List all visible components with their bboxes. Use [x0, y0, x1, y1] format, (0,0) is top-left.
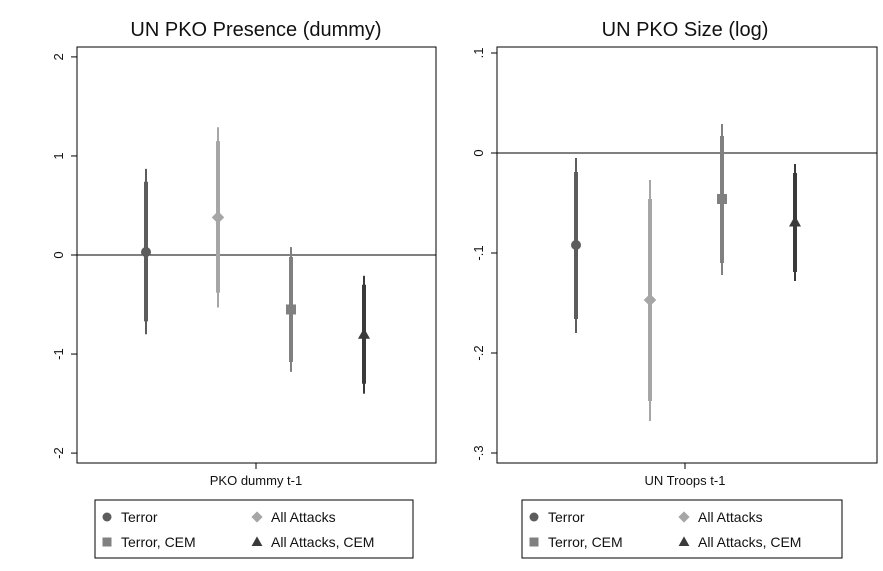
y-tick-label: -.2	[471, 345, 486, 360]
legend-label-terror: Terror	[548, 509, 585, 525]
chart-svg-presence: UN PKO Presence (dummy) 2 1 0 -1 -2 PKO dumm…	[51, 19, 437, 559]
y-tick-label: -.3	[471, 445, 486, 460]
point-estimate-terror	[141, 247, 151, 258]
legend-box	[94, 499, 414, 559]
legend-label-all-attacks-cem: All Attacks, CEM	[698, 534, 801, 550]
y-tick-label: -1	[51, 348, 66, 360]
legend: Terror All Attacks Terror, CEM All Attacks,…	[102, 509, 374, 550]
y-tick-label: 0	[51, 251, 66, 258]
legend-marker-all-attacks-cem	[251, 536, 263, 547]
point-estimate-terror	[571, 240, 581, 250]
y-tick-label: 1	[51, 152, 66, 159]
legend-marker-terror	[102, 512, 112, 522]
coefficient-marks	[571, 124, 801, 421]
legend: Terror All Attacks Terror, CEM All Attacks,…	[529, 509, 801, 550]
legend-marker-all-attacks	[251, 511, 263, 523]
point-estimate-all-attacks	[211, 211, 225, 224]
point-estimate-all-attacks	[643, 293, 657, 307]
legend-marker-all-attacks	[678, 511, 690, 523]
point-estimate-all-attacks-cem	[358, 327, 370, 339]
chart-title: UN PKO Presence (dummy)	[130, 19, 381, 41]
legend-marker-terror-cem	[102, 537, 112, 547]
plot-frame	[496, 46, 878, 464]
point-estimate-terror-cem	[717, 194, 727, 204]
legend-label-terror-cem: Terror, CEM	[121, 534, 196, 550]
x-axis-label: UN Troops t-1	[645, 473, 726, 488]
legend-label-terror-cem: Terror, CEM	[548, 534, 623, 550]
y-tick-label: 2	[51, 53, 66, 60]
chart-title: UN PKO Size (log)	[602, 19, 769, 41]
legend-label-terror: Terror	[121, 509, 158, 525]
chart-panel-size: UN PKO Size (log) .1 0 -.1 -.2 -.3 UN Troops…	[441, 0, 882, 571]
chart-panel-presence: UN PKO Presence (dummy) 2 1 0 -1 -2 PKO dumm…	[0, 0, 441, 571]
x-axis-label: PKO dummy t-1	[210, 473, 302, 488]
legend-label-all-attacks-cem: All Attacks, CEM	[271, 534, 374, 550]
y-tick-label: -.1	[471, 245, 486, 260]
legend-label-all-attacks: All Attacks	[698, 509, 763, 525]
y-axis: .1 0 -.1 -.2 -.3	[471, 48, 497, 461]
y-tick-label: -2	[51, 447, 66, 459]
legend-box	[521, 499, 843, 559]
y-axis: 2 1 0 -1 -2	[51, 53, 77, 459]
point-estimate-terror-cem	[286, 304, 296, 315]
y-tick-label: .1	[471, 48, 486, 59]
legend-marker-all-attacks-cem	[678, 536, 690, 547]
legend-marker-terror-cem	[529, 537, 539, 547]
legend-label-all-attacks: All Attacks	[271, 509, 336, 525]
point-estimate-all-attacks-cem	[789, 215, 801, 227]
y-tick-label: 0	[471, 149, 486, 156]
coefficient-marks	[141, 127, 370, 394]
chart-svg-size: UN PKO Size (log) .1 0 -.1 -.2 -.3 UN Troops…	[471, 19, 878, 559]
legend-marker-terror	[529, 512, 539, 522]
